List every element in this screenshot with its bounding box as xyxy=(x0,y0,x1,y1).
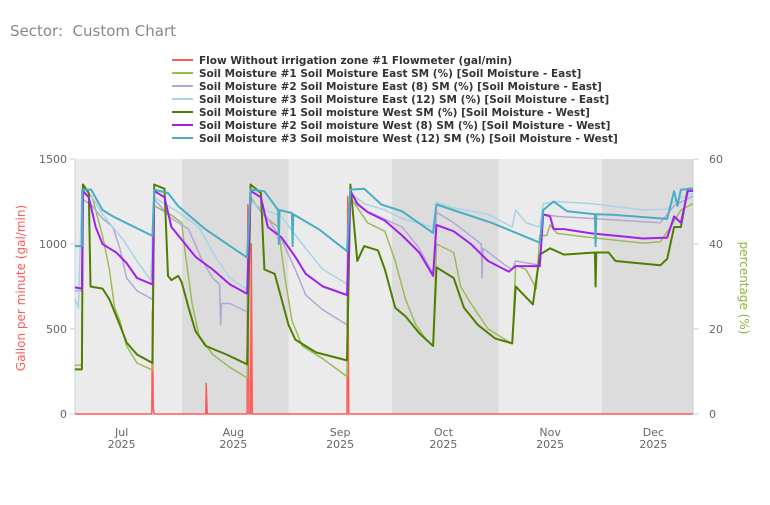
y-left-tick-label: 1000 xyxy=(39,238,67,251)
x-tick-label-year: 2025 xyxy=(219,438,247,451)
month-bands xyxy=(75,159,693,414)
legend-label: Soil Moisture #1 Soil moisture West SM (… xyxy=(199,107,590,119)
legend-item[interactable]: Soil Moisture #3 Soil Moisture East (12)… xyxy=(172,94,609,106)
month-band xyxy=(391,159,499,414)
legend-item[interactable]: Soil Moisture #3 Soil moisture West (12)… xyxy=(172,133,618,145)
legend-label: Soil Moisture #2 Soil moisture West (8) … xyxy=(199,120,610,132)
x-tick-label-year: 2025 xyxy=(108,438,136,451)
series-line-7 xyxy=(75,187,694,259)
x-tick-label-year: 2025 xyxy=(326,438,354,451)
x-tick-label-month: Dec xyxy=(643,426,664,439)
x-tick-label-month: Jul xyxy=(114,426,128,439)
y-right-tick-label: 60 xyxy=(709,153,723,166)
month-band xyxy=(498,159,602,414)
y-axis-right-label: percentage (%) xyxy=(737,242,751,335)
legend-label: Soil Moisture #2 Soil Moisture East (8) … xyxy=(199,81,602,93)
x-tick-label-month: Aug xyxy=(223,426,244,439)
x-tick-label-year: 2025 xyxy=(429,438,457,451)
x-tick-label-month: Oct xyxy=(434,426,454,439)
legend-label: Soil Moisture #1 Soil Moisture East SM (… xyxy=(199,68,581,80)
legend-item[interactable]: Soil Moisture #1 Soil Moisture East SM (… xyxy=(172,68,581,80)
x-tick-label-year: 2025 xyxy=(639,438,667,451)
series-line-5 xyxy=(75,183,693,371)
y-left-tick-label: 500 xyxy=(46,323,67,336)
legend-item[interactable]: Soil Moisture #1 Soil moisture West SM (… xyxy=(172,107,590,119)
legend-label: Soil Moisture #3 Soil moisture West (12)… xyxy=(199,133,618,145)
legend-item[interactable]: Flow Without irrigation zone #1 Flowmete… xyxy=(172,55,512,67)
y-left-tick-label: 0 xyxy=(60,408,67,421)
y-right-tick-label: 20 xyxy=(709,323,723,336)
legend-label: Flow Without irrigation zone #1 Flowmete… xyxy=(199,55,512,67)
x-tick-label-year: 2025 xyxy=(536,438,564,451)
legend-item[interactable]: Soil Moisture #2 Soil Moisture East (8) … xyxy=(172,81,602,93)
y-right-tick-label: 40 xyxy=(709,238,723,251)
x-tick-label-month: Nov xyxy=(539,426,561,439)
legend-label: Soil Moisture #3 Soil Moisture East (12)… xyxy=(199,94,609,106)
legend-item[interactable]: Soil Moisture #2 Soil moisture West (8) … xyxy=(172,120,610,132)
series-line-3 xyxy=(75,195,694,326)
series-lines xyxy=(74,183,694,415)
y-axis-left-label: Gallon per minute (gal/min) xyxy=(14,205,28,371)
x-tick-label-month: Sep xyxy=(330,426,351,439)
series-line-4 xyxy=(74,192,694,309)
page-title: Sector: Custom Chart xyxy=(10,22,177,40)
series-line-6 xyxy=(74,189,693,296)
month-band xyxy=(288,159,392,414)
y-left-tick-label: 1500 xyxy=(39,153,67,166)
y-right-tick-label: 0 xyxy=(709,408,716,421)
legend: Flow Without irrigation zone #1 Flowmete… xyxy=(172,55,618,145)
